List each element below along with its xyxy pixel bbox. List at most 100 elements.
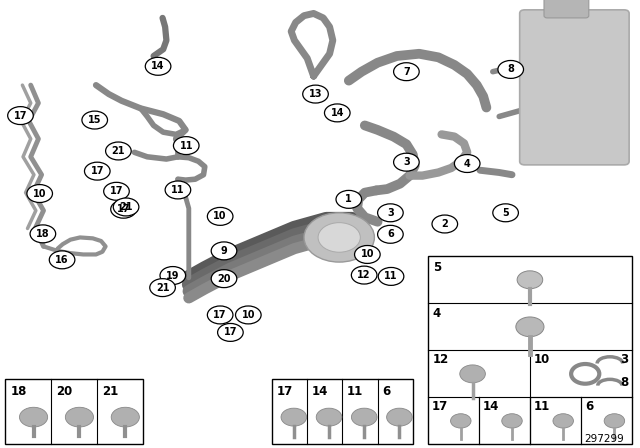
Circle shape bbox=[493, 204, 518, 222]
Circle shape bbox=[394, 153, 419, 171]
Text: 11: 11 bbox=[347, 385, 363, 398]
Text: 10: 10 bbox=[360, 250, 374, 259]
Text: 8: 8 bbox=[620, 376, 628, 389]
Circle shape bbox=[30, 225, 56, 243]
Circle shape bbox=[303, 85, 328, 103]
Circle shape bbox=[378, 204, 403, 222]
Text: 10: 10 bbox=[241, 310, 255, 320]
Text: 10: 10 bbox=[534, 353, 550, 366]
Text: 6: 6 bbox=[585, 400, 593, 413]
Text: 15: 15 bbox=[88, 115, 102, 125]
Circle shape bbox=[104, 182, 129, 200]
Text: 9: 9 bbox=[221, 246, 227, 256]
Circle shape bbox=[82, 111, 108, 129]
Circle shape bbox=[394, 63, 419, 81]
Text: 14: 14 bbox=[151, 61, 165, 71]
Circle shape bbox=[324, 104, 350, 122]
Circle shape bbox=[336, 190, 362, 208]
Text: 14: 14 bbox=[312, 385, 328, 398]
Text: 3: 3 bbox=[387, 208, 394, 218]
Text: 5: 5 bbox=[433, 261, 441, 274]
Circle shape bbox=[378, 267, 404, 285]
Circle shape bbox=[173, 137, 199, 155]
Circle shape bbox=[351, 266, 377, 284]
Circle shape bbox=[27, 185, 52, 202]
Circle shape bbox=[316, 408, 342, 426]
Circle shape bbox=[145, 57, 171, 75]
Text: 12: 12 bbox=[433, 353, 449, 366]
Text: 5: 5 bbox=[502, 208, 509, 218]
Text: 17: 17 bbox=[223, 327, 237, 337]
Circle shape bbox=[604, 414, 625, 428]
Circle shape bbox=[498, 60, 524, 78]
Text: 20: 20 bbox=[56, 385, 73, 398]
Circle shape bbox=[378, 225, 403, 243]
Circle shape bbox=[84, 162, 110, 180]
Circle shape bbox=[454, 155, 480, 172]
Text: 10: 10 bbox=[213, 211, 227, 221]
Circle shape bbox=[160, 267, 186, 284]
Text: 21: 21 bbox=[119, 202, 133, 212]
Text: 3: 3 bbox=[620, 353, 628, 366]
Text: 21: 21 bbox=[156, 283, 170, 293]
FancyBboxPatch shape bbox=[520, 10, 629, 165]
FancyBboxPatch shape bbox=[5, 379, 143, 444]
FancyBboxPatch shape bbox=[544, 0, 589, 18]
Circle shape bbox=[281, 408, 307, 426]
Text: 6: 6 bbox=[382, 385, 390, 398]
Circle shape bbox=[517, 271, 543, 289]
Circle shape bbox=[211, 242, 237, 260]
Text: 12: 12 bbox=[357, 270, 371, 280]
Text: 11: 11 bbox=[171, 185, 185, 195]
Text: 4: 4 bbox=[464, 159, 470, 168]
Text: 7: 7 bbox=[403, 67, 410, 77]
Text: 16: 16 bbox=[55, 255, 69, 265]
Circle shape bbox=[553, 414, 573, 428]
Circle shape bbox=[111, 407, 140, 427]
Text: 17: 17 bbox=[90, 166, 104, 176]
Circle shape bbox=[165, 181, 191, 199]
FancyBboxPatch shape bbox=[428, 256, 632, 444]
Text: 21: 21 bbox=[111, 146, 125, 156]
Circle shape bbox=[150, 279, 175, 297]
Circle shape bbox=[387, 408, 412, 426]
Circle shape bbox=[355, 246, 380, 263]
Text: 19: 19 bbox=[166, 271, 180, 280]
Text: 18: 18 bbox=[11, 385, 27, 398]
Text: 17: 17 bbox=[116, 204, 131, 214]
Text: 17: 17 bbox=[431, 400, 447, 413]
Text: 14: 14 bbox=[330, 108, 344, 118]
Circle shape bbox=[111, 200, 136, 218]
Circle shape bbox=[49, 251, 75, 269]
Text: 17: 17 bbox=[276, 385, 292, 398]
Text: 21: 21 bbox=[102, 385, 118, 398]
Text: 17: 17 bbox=[213, 310, 227, 320]
Circle shape bbox=[318, 223, 360, 252]
Text: 297299: 297299 bbox=[584, 434, 624, 444]
Circle shape bbox=[451, 414, 471, 428]
Circle shape bbox=[516, 317, 544, 337]
Text: 13: 13 bbox=[308, 89, 323, 99]
Circle shape bbox=[211, 270, 237, 288]
Circle shape bbox=[207, 207, 233, 225]
Circle shape bbox=[502, 414, 522, 428]
Circle shape bbox=[8, 107, 33, 125]
Circle shape bbox=[351, 408, 377, 426]
Circle shape bbox=[218, 323, 243, 341]
Text: 11: 11 bbox=[384, 271, 398, 281]
Text: 2: 2 bbox=[442, 219, 448, 229]
Text: 14: 14 bbox=[483, 400, 499, 413]
Text: 6: 6 bbox=[387, 229, 394, 239]
Circle shape bbox=[207, 306, 233, 324]
Text: 11: 11 bbox=[534, 400, 550, 413]
Text: 8: 8 bbox=[508, 65, 514, 74]
Circle shape bbox=[65, 407, 93, 427]
Circle shape bbox=[432, 215, 458, 233]
Text: 1: 1 bbox=[346, 194, 352, 204]
Circle shape bbox=[19, 407, 47, 427]
Circle shape bbox=[460, 365, 485, 383]
Text: 17: 17 bbox=[109, 186, 124, 196]
Text: 10: 10 bbox=[33, 189, 47, 198]
Text: 20: 20 bbox=[217, 274, 231, 284]
Circle shape bbox=[113, 198, 139, 216]
